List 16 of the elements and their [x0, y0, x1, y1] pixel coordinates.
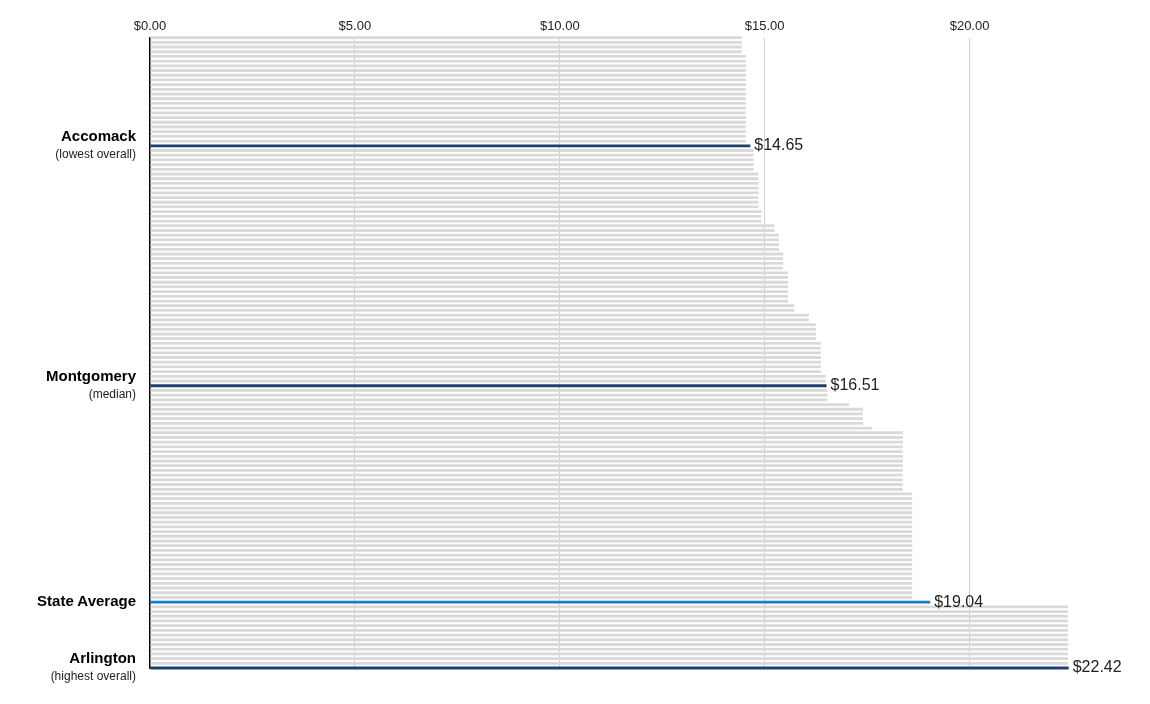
- x-tick-label: $5.00: [338, 18, 372, 34]
- data-label: $16.51: [830, 376, 880, 394]
- y-tick-label: Arlington (highest overall): [50, 649, 136, 684]
- data-label: $14.65: [754, 136, 804, 154]
- x-tick-label: $15.00: [744, 18, 785, 34]
- y-tick-label: Accomack (lowest overall): [55, 126, 137, 162]
- x-tick-label: $0.00: [133, 18, 167, 34]
- x-tick-label: $20.00: [949, 18, 990, 34]
- bar: [150, 144, 751, 148]
- y-tick-label: Montgomery (median): [46, 366, 137, 402]
- bar: [150, 600, 931, 604]
- x-tick-label: $10.00: [539, 18, 580, 34]
- bar: [150, 384, 827, 388]
- data-label: $22.42: [1072, 658, 1122, 676]
- y-tick-label: State Average: [37, 592, 136, 610]
- data-label: $19.04: [934, 592, 984, 610]
